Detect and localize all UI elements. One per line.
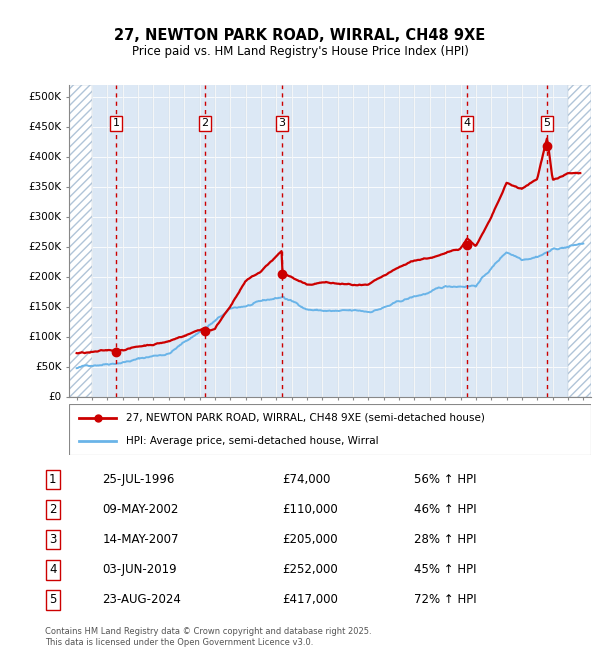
- Text: £252,000: £252,000: [282, 564, 338, 577]
- Text: 5: 5: [544, 118, 551, 129]
- Text: 3: 3: [49, 533, 56, 546]
- Text: 03-JUN-2019: 03-JUN-2019: [103, 564, 177, 577]
- Text: 4: 4: [49, 564, 56, 577]
- Bar: [69, 84, 92, 396]
- Text: 3: 3: [278, 118, 286, 129]
- Text: 72% ↑ HPI: 72% ↑ HPI: [415, 593, 477, 606]
- Text: Contains HM Land Registry data © Crown copyright and database right 2025.
This d: Contains HM Land Registry data © Crown c…: [45, 627, 371, 647]
- Text: £205,000: £205,000: [282, 533, 338, 546]
- Text: 56% ↑ HPI: 56% ↑ HPI: [415, 473, 477, 486]
- Text: 09-MAY-2002: 09-MAY-2002: [103, 503, 179, 516]
- Text: Price paid vs. HM Land Registry's House Price Index (HPI): Price paid vs. HM Land Registry's House …: [131, 46, 469, 58]
- Text: £74,000: £74,000: [282, 473, 330, 486]
- Text: £417,000: £417,000: [282, 593, 338, 606]
- Text: 2: 2: [49, 503, 56, 516]
- Text: 5: 5: [49, 593, 56, 606]
- Text: 1: 1: [49, 473, 56, 486]
- Text: 14-MAY-2007: 14-MAY-2007: [103, 533, 179, 546]
- Text: 28% ↑ HPI: 28% ↑ HPI: [415, 533, 477, 546]
- FancyBboxPatch shape: [69, 404, 591, 455]
- Text: £110,000: £110,000: [282, 503, 338, 516]
- Text: 46% ↑ HPI: 46% ↑ HPI: [415, 503, 477, 516]
- Text: 1: 1: [112, 118, 119, 129]
- Text: HPI: Average price, semi-detached house, Wirral: HPI: Average price, semi-detached house,…: [127, 436, 379, 447]
- Text: 4: 4: [463, 118, 470, 129]
- Text: 27, NEWTON PARK ROAD, WIRRAL, CH48 9XE: 27, NEWTON PARK ROAD, WIRRAL, CH48 9XE: [115, 28, 485, 44]
- Text: 2: 2: [202, 118, 209, 129]
- Bar: [568, 84, 591, 396]
- Text: 27, NEWTON PARK ROAD, WIRRAL, CH48 9XE (semi-detached house): 27, NEWTON PARK ROAD, WIRRAL, CH48 9XE (…: [127, 413, 485, 423]
- Text: 23-AUG-2024: 23-AUG-2024: [103, 593, 181, 606]
- Text: 25-JUL-1996: 25-JUL-1996: [103, 473, 175, 486]
- Text: 45% ↑ HPI: 45% ↑ HPI: [415, 564, 477, 577]
